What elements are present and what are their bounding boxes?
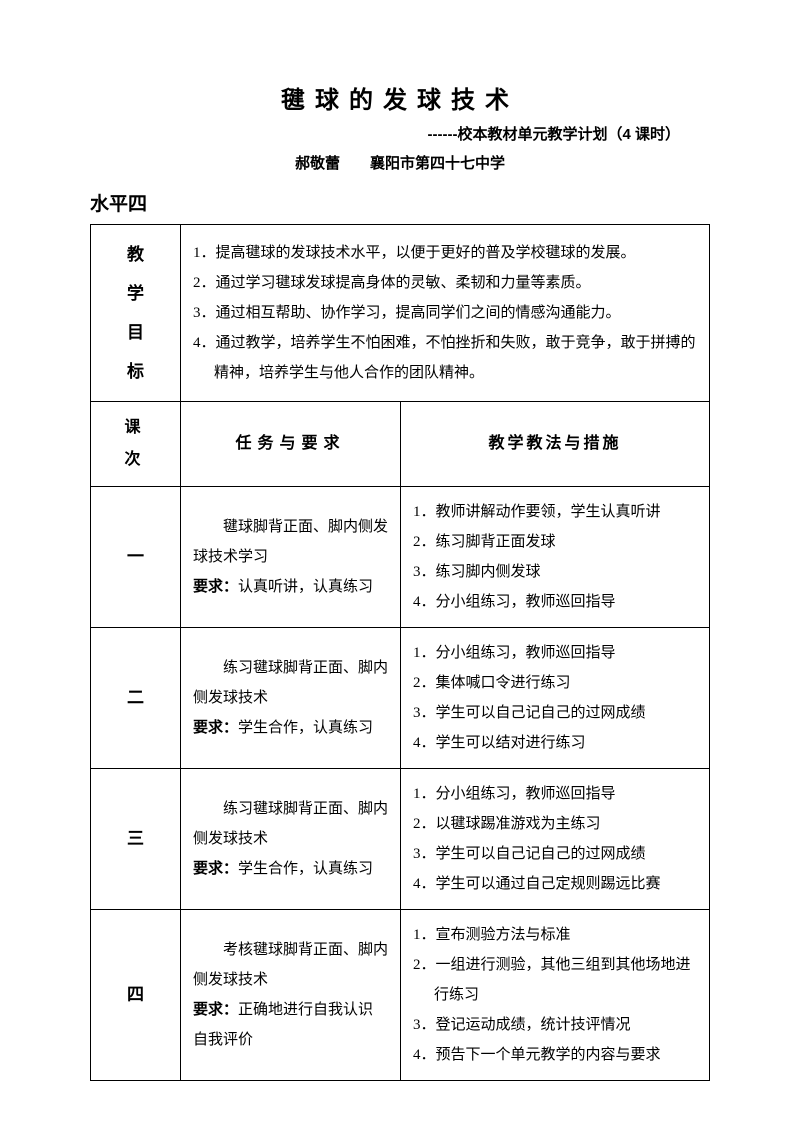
- goal-item: 3．通过相互帮助、协作学习，提高同学们之间的情感沟通能力。: [193, 298, 697, 328]
- page-subtitle: ------校本教材单元教学计划（4 课时）: [90, 123, 710, 144]
- measures-list: 1．宣布测验方法与标准 2．一组进行测验，其他三组到其他场地进行练习 3．登记运…: [413, 920, 697, 1070]
- measure-item: 2．练习脚背正面发球: [413, 527, 697, 557]
- task-cell: 练习毽球脚背正面、脚内侧发球技术 要求：学生合作，认真练习: [181, 628, 401, 769]
- lesson-no: 三: [91, 769, 181, 910]
- lesson-no: 二: [91, 628, 181, 769]
- level-heading: 水平四: [90, 189, 710, 216]
- measure-item: 1．宣布测验方法与标准: [413, 920, 697, 950]
- task-req: 学生合作，认真练习: [238, 720, 373, 736]
- measure-item: 2．集体喊口令进行练习: [413, 668, 697, 698]
- col-header-task: 任务与要求: [181, 402, 401, 487]
- goals-list: 1．提高毽球的发球技术水平，以便于更好的普及学校毽球的发展。 2．通过学习毽球发…: [193, 238, 697, 388]
- task-body: 考核毽球脚背正面、脚内侧发球技术: [193, 935, 388, 995]
- measure-item: 3．学生可以自己记自己的过网成绩: [413, 839, 697, 869]
- req-label: 要求：: [193, 860, 238, 877]
- page-title: 毽球的发球技术: [90, 80, 710, 115]
- goals-cell: 1．提高毽球的发球技术水平，以便于更好的普及学校毽球的发展。 2．通过学习毽球发…: [181, 225, 710, 402]
- measure-item: 4．分小组练习，教师巡回指导: [413, 587, 697, 617]
- req-label: 要求：: [193, 1001, 238, 1018]
- task-cell: 毽球脚背正面、脚内侧发球技术学习 要求：认真听讲，认真练习: [181, 487, 401, 628]
- measures-cell: 1．教师讲解动作要领，学生认真听讲 2．练习脚背正面发球 3．练习脚内侧发球 4…: [401, 487, 710, 628]
- measures-list: 1．分小组练习，教师巡回指导 2．以毽球踢准游戏为主练习 3．学生可以自己记自己…: [413, 779, 697, 899]
- measure-item: 1．教师讲解动作要领，学生认真听讲: [413, 497, 697, 527]
- task-body: 练习毽球脚背正面、脚内侧发球技术: [193, 794, 388, 854]
- measure-item: 4．学生可以结对进行练习: [413, 728, 697, 758]
- measure-item: 3．练习脚内侧发球: [413, 557, 697, 587]
- task-body: 毽球脚背正面、脚内侧发球技术学习: [193, 512, 388, 572]
- author-line: 郝敬蕾 襄阳市第四十七中学: [90, 152, 710, 173]
- task-req: 学生合作，认真练习: [238, 861, 373, 877]
- req-label: 要求：: [193, 578, 238, 595]
- measure-item: 4．学生可以通过自己定规则踢远比赛: [413, 869, 697, 899]
- measure-item: 1．分小组练习，教师巡回指导: [413, 779, 697, 809]
- measure-item: 3．登记运动成绩，统计技评情况: [413, 1010, 697, 1040]
- lesson-no: 四: [91, 910, 181, 1081]
- task-req: 认真听讲，认真练习: [238, 579, 373, 595]
- goals-row: 教学目标 1．提高毽球的发球技术水平，以便于更好的普及学校毽球的发展。 2．通过…: [91, 225, 710, 402]
- task-cell: 考核毽球脚背正面、脚内侧发球技术 要求：正确地进行自我认识自我评价: [181, 910, 401, 1081]
- measures-cell: 1．宣布测验方法与标准 2．一组进行测验，其他三组到其他场地进行练习 3．登记运…: [401, 910, 710, 1081]
- goal-item: 1．提高毽球的发球技术水平，以便于更好的普及学校毽球的发展。: [193, 238, 697, 268]
- lesson-row: 二 练习毽球脚背正面、脚内侧发球技术 要求：学生合作，认真练习 1．分小组练习，…: [91, 628, 710, 769]
- lesson-no: 一: [91, 487, 181, 628]
- goal-item: 2．通过学习毽球发球提高身体的灵敏、柔韧和力量等素质。: [193, 268, 697, 298]
- measure-item: 4．预告下一个单元教学的内容与要求: [413, 1040, 697, 1070]
- measures-cell: 1．分小组练习，教师巡回指导 2．集体喊口令进行练习 3．学生可以自己记自己的过…: [401, 628, 710, 769]
- col-header-measures: 教学教法与措施: [401, 402, 710, 487]
- lesson-row: 一 毽球脚背正面、脚内侧发球技术学习 要求：认真听讲，认真练习 1．教师讲解动作…: [91, 487, 710, 628]
- task-body: 练习毽球脚背正面、脚内侧发球技术: [193, 653, 388, 713]
- plan-table: 教学目标 1．提高毽球的发球技术水平，以便于更好的普及学校毽球的发展。 2．通过…: [90, 224, 710, 1081]
- measure-item: 2．一组进行测验，其他三组到其他场地进行练习: [413, 950, 697, 1010]
- lesson-row: 四 考核毽球脚背正面、脚内侧发球技术 要求：正确地进行自我认识自我评价 1．宣布…: [91, 910, 710, 1081]
- measures-cell: 1．分小组练习，教师巡回指导 2．以毽球踢准游戏为主练习 3．学生可以自己记自己…: [401, 769, 710, 910]
- measure-item: 2．以毽球踢准游戏为主练习: [413, 809, 697, 839]
- measures-list: 1．教师讲解动作要领，学生认真听讲 2．练习脚背正面发球 3．练习脚内侧发球 4…: [413, 497, 697, 617]
- req-label: 要求：: [193, 719, 238, 736]
- goal-item: 4．通过教学，培养学生不怕困难，不怕挫折和失败，敢于竞争，敢于拼搏的精神，培养学…: [193, 328, 697, 388]
- task-cell: 练习毽球脚背正面、脚内侧发球技术 要求：学生合作，认真练习: [181, 769, 401, 910]
- col-header-lesson-no: 课 次: [91, 402, 181, 487]
- goals-label: 教学目标: [91, 225, 181, 402]
- table-header-row: 课 次 任务与要求 教学教法与措施: [91, 402, 710, 487]
- lesson-row: 三 练习毽球脚背正面、脚内侧发球技术 要求：学生合作，认真练习 1．分小组练习，…: [91, 769, 710, 910]
- measure-item: 3．学生可以自己记自己的过网成绩: [413, 698, 697, 728]
- measures-list: 1．分小组练习，教师巡回指导 2．集体喊口令进行练习 3．学生可以自己记自己的过…: [413, 638, 697, 758]
- measure-item: 1．分小组练习，教师巡回指导: [413, 638, 697, 668]
